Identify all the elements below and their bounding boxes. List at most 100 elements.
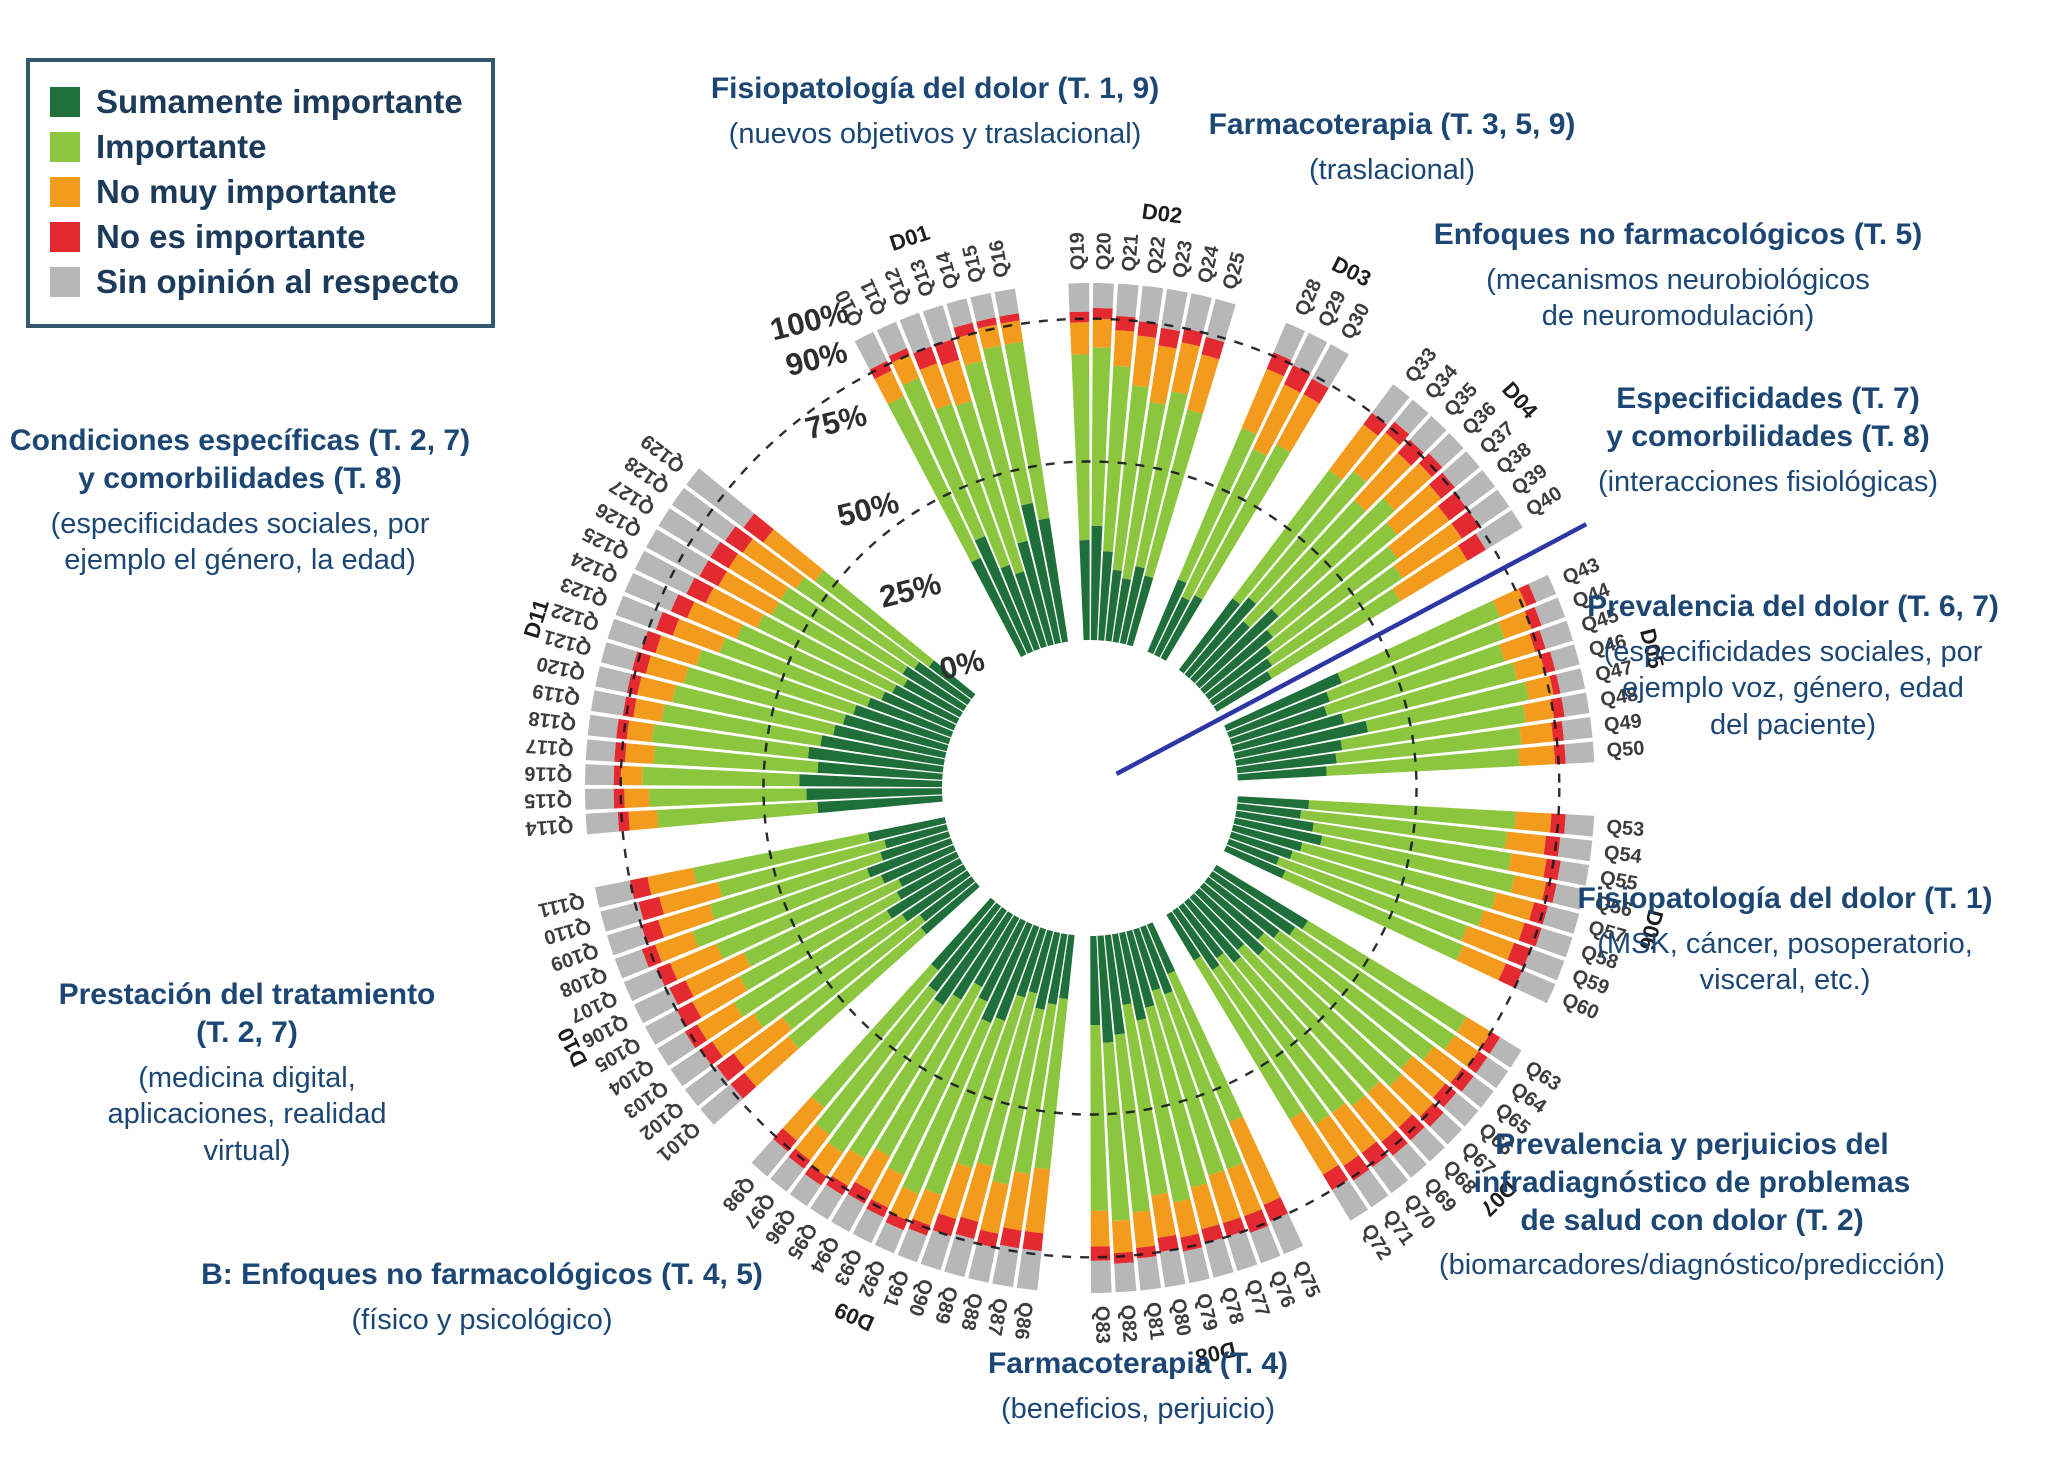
bar-segment-Q89-importante (977, 991, 1038, 1167)
bar-segment-Q98-sumamente_importante (931, 897, 996, 971)
question-label-Q16: Q16 (985, 238, 1013, 279)
bar-segment-Q28-no_es_importante (1266, 352, 1292, 377)
bar-segment-Q78-importante (1145, 1005, 1208, 1188)
bar-segment-Q15-sin_opinion (970, 292, 996, 322)
bar-segment-Q55-no_es_importante (1543, 858, 1561, 881)
bar-segment-Q44-no_muy_importante (1498, 611, 1532, 639)
bar-segment-Q109-importante (709, 852, 883, 920)
question-label-Q54: Q54 (1603, 842, 1644, 869)
bar-segment-Q70-sumamente_importante (1178, 903, 1224, 959)
bar-segment-Q60-sin_opinion (1514, 970, 1556, 1004)
bar-segment-Q50-importante (1326, 748, 1520, 776)
bar-segment-Q11-no_muy_importante (891, 354, 920, 386)
bar-segment-Q67-importante (1258, 948, 1402, 1087)
bar-segment-Q104-no_muy_importante (697, 1002, 743, 1041)
bar-segment-Q20-sin_opinion (1092, 283, 1114, 309)
bar-segment-Q93-no_muy_importante (871, 1167, 904, 1208)
bar-segment-Q50-no_muy_importante (1518, 745, 1556, 767)
bar-segment-Q120-sumamente_importante (833, 724, 947, 759)
bar-segment-Q43-sin_opinion (1528, 574, 1557, 603)
bar-segment-Q46-sin_opinion (1550, 644, 1580, 671)
bar-segment-Q90-no_muy_importante (938, 1162, 973, 1220)
bar-segment-Q127-no_es_importante (710, 541, 738, 569)
bar-segment-Q20-sumamente_importante (1090, 525, 1103, 641)
bar-segment-Q48-sumamente_importante (1235, 739, 1343, 766)
bar-segment-Q106-sin_opinion (633, 987, 678, 1024)
bar-segment-Q72-importante (1193, 956, 1304, 1120)
bar-segment-Q35-sin_opinion (1409, 415, 1447, 453)
bar-segment-Q47-sumamente_importante (1233, 720, 1369, 759)
domain-label-D07: D07 (1475, 1175, 1521, 1221)
bar-segment-Q22-importante (1112, 385, 1149, 571)
bar-segment-Q48-importante (1340, 704, 1526, 751)
bar-segment-Q34-importante (1248, 471, 1367, 604)
question-label-Q78: Q78 (1216, 1285, 1247, 1327)
bar-segment-Q15-no_es_importante (976, 317, 997, 329)
separator-line (1115, 522, 1588, 776)
bar-segment-Q115-no_es_importante (613, 788, 625, 809)
bar-segment-Q21-no_muy_importante (1113, 330, 1135, 368)
bar-segment-Q98-sin_opinion (751, 1138, 788, 1177)
bar-segment-Q70-no_muy_importante (1331, 1102, 1377, 1153)
question-label-Q86: Q86 (1010, 1301, 1037, 1341)
question-label-Q47: Q47 (1593, 657, 1635, 687)
bar-segment-Q19-importante (1071, 354, 1090, 541)
bar-segment-Q55-sumamente_importante (1235, 810, 1314, 832)
legend-label-sumamente_importante: Sumamente importante (96, 83, 463, 120)
bar-segment-Q124-sin_opinion (624, 572, 679, 612)
bar-segment-Q78-no_es_importante (1201, 1224, 1224, 1243)
bar-segment-Q87-no_muy_importante (1003, 1171, 1031, 1231)
bar-segment-Q66-no_muy_importante (1401, 1056, 1446, 1098)
bar-segment-Q102-sin_opinion (684, 1066, 729, 1106)
bar-segment-Q24-sin_opinion (1184, 293, 1212, 333)
bar-segment-Q39-importante (1267, 565, 1403, 666)
bar-segment-Q68-sin_opinion (1410, 1126, 1445, 1162)
bar-segment-Q118-sumamente_importante (807, 746, 944, 773)
bar-segment-Q79-no_muy_importante (1173, 1198, 1199, 1238)
bar-segment-Q65-importante (1273, 930, 1434, 1061)
bar-segment-Q68-no_muy_importante (1367, 1081, 1413, 1128)
bar-segment-Q45-sumamente_importante (1229, 705, 1328, 745)
domain-label-D04: D04 (1497, 377, 1543, 424)
bar-segment-Q110-sumamente_importante (884, 824, 949, 849)
bar-segment-Q12-sin_opinion (899, 312, 932, 354)
bar-segment-Q89-sumamente_importante (1028, 929, 1054, 994)
bar-segment-Q16-sumamente_importante (1038, 518, 1068, 643)
bar-segment-Q129-no_es_importante (743, 513, 774, 543)
bar-segment-Q23-importante (1122, 401, 1166, 580)
bar-segment-Q10-no_muy_importante (874, 370, 904, 405)
bar-segment-Q124-importante (736, 624, 885, 700)
bar-segment-Q54-sin_opinion (1557, 837, 1593, 862)
bar-segment-Q65-sin_opinion (1461, 1076, 1494, 1108)
bar-segment-Q56-importante (1320, 835, 1515, 893)
bar-segment-Q49-sumamente_importante (1236, 753, 1337, 774)
bar-segment-Q29-no_muy_importante (1253, 384, 1301, 456)
bar-segment-Q37-no_muy_importante (1386, 484, 1442, 535)
bar-segment-Q121-sin_opinion (600, 642, 638, 671)
bar-segment-Q50-no_es_importante (1553, 744, 1566, 765)
question-label-Q14: Q14 (932, 248, 963, 291)
bar-segment-Q96-sin_opinion (789, 1174, 821, 1207)
bar-segment-Q37-importante (1266, 522, 1398, 638)
bar-segment-Q67-sumamente_importante (1194, 888, 1265, 956)
question-label-Q111: Q111 (536, 890, 586, 922)
bar-segment-Q58-no_muy_importante (1478, 910, 1525, 941)
bar-segment-Q79-no_es_importante (1180, 1233, 1203, 1252)
bar-segment-Q13-sumamente_importante (1015, 571, 1047, 649)
bar-segment-Q126-no_muy_importante (718, 571, 779, 616)
bar-segment-Q88-sumamente_importante (1035, 931, 1061, 1010)
bar-segment-Q117-no_muy_importante (625, 743, 655, 764)
bar-segment-Q79-importante (1136, 1018, 1191, 1203)
bar-segment-Q68-no_es_importante (1398, 1114, 1425, 1141)
bar-segment-Q71-no_muy_importante (1315, 1114, 1359, 1166)
bar-segment-Q22-sumamente_importante (1105, 569, 1122, 642)
bar-segment-Q44-importante (1326, 621, 1505, 702)
bar-segment-Q70-sin_opinion (1372, 1155, 1408, 1194)
bar-segment-Q23-no_es_importante (1158, 327, 1181, 349)
bar-segment-Q121-no_es_importante (632, 651, 651, 674)
bar-segment-Q19-sumamente_importante (1079, 540, 1090, 641)
bar-segment-Q64-sumamente_importante (1209, 871, 1296, 936)
question-label-Q81: Q81 (1141, 1301, 1167, 1341)
bar-segment-Q81-sin_opinion (1137, 1256, 1161, 1291)
bar-segment-Q109-no_muy_importante (658, 904, 715, 938)
